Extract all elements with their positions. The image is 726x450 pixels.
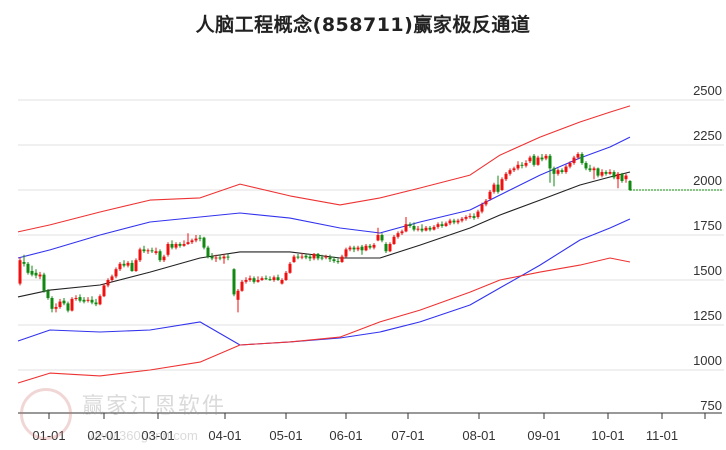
y-tick-label: 1000: [693, 353, 722, 368]
watermark-logo-icon: [20, 388, 72, 440]
x-tick-label: 03-01: [141, 428, 175, 443]
y-tick-label: 1750: [693, 218, 722, 233]
x-tick-label: 11-01: [645, 428, 679, 443]
band-lower_outer: [17, 257, 631, 384]
y-tick-label: 1500: [693, 263, 722, 278]
x-tick-label: 09-01: [527, 428, 561, 443]
gridlines: [18, 99, 724, 371]
band-lower_inner: [17, 218, 631, 346]
x-tick-label: 07-01: [391, 428, 425, 443]
candles: [18, 152, 632, 313]
y-tick-label: 1250: [693, 308, 722, 323]
y-tick-label: 2000: [693, 173, 722, 188]
y-tick-label: 750: [700, 398, 722, 413]
watermark-text: 赢家江恩软件: [82, 394, 227, 419]
y-tick-label: 2250: [693, 128, 722, 143]
x-tick-label: 02-01: [87, 428, 121, 443]
x-tick-label: 10-01: [591, 428, 625, 443]
channel-bands: [17, 105, 631, 384]
y-tick-label: 2500: [693, 83, 722, 98]
chart-title: 人脑工程概念(858711)赢家极反通道: [195, 14, 531, 36]
band-upper_outer: [17, 105, 631, 233]
x-tick-label: 06-01: [329, 428, 363, 443]
x-tick-label: 04-01: [208, 428, 242, 443]
band-upper_inner: [17, 136, 631, 259]
x-tick-label: 05-01: [269, 428, 303, 443]
band-middle: [17, 171, 631, 298]
watermark-url: www.360gann.com: [88, 428, 198, 443]
x-tick-label: 08-01: [462, 428, 496, 443]
x-axis: [18, 412, 722, 419]
